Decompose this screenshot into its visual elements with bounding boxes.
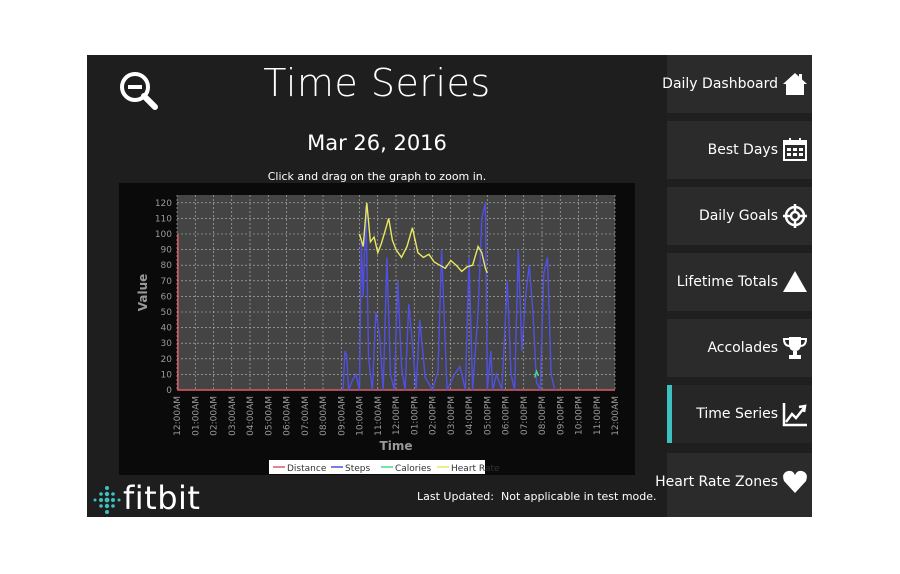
x-tick-label: 06:00PM [502, 396, 512, 435]
date-label: Mar 26, 2016 [307, 131, 447, 155]
y-tick-label: 70 [161, 277, 173, 287]
x-tick-label: 06:00AM [283, 396, 293, 436]
nav-label: Time Series [696, 406, 778, 422]
nav-heart-rate-zones[interactable]: Heart Rate Zones [655, 453, 812, 517]
x-tick-label: 12:00AM [611, 396, 621, 436]
fitbit-logo: fitbit [93, 477, 233, 517]
legend-box [269, 460, 485, 474]
y-tick-label: 50 [161, 308, 173, 318]
nav-label: Heart Rate Zones [655, 474, 778, 490]
y-tick-label: 90 [161, 246, 173, 256]
y-tick-label: 110 [155, 214, 172, 224]
x-tick-label: 10:00AM [356, 396, 366, 436]
nav-best-days[interactable]: Best Days [667, 121, 812, 179]
nav-label: Daily Dashboard [662, 76, 778, 92]
y-tick-label: 20 [161, 355, 173, 365]
x-tick-label: 09:00AM [337, 396, 347, 436]
main-panel: Time Series Mar 26, 2016 Click and drag … [87, 55, 667, 517]
fitbit-dots-icon [93, 486, 121, 514]
app-window: Time Series Mar 26, 2016 Click and drag … [87, 55, 812, 517]
page-title: Time Series [263, 61, 491, 105]
x-tick-label: 08:00PM [538, 396, 548, 435]
fitbit-logo-text: fitbit [123, 479, 201, 517]
y-tick-label: 60 [161, 292, 173, 302]
nav-daily-goals[interactable]: Daily Goals [667, 187, 812, 245]
sidebar-nav: Daily Dashboard Best Days Daily Goals Li… [655, 55, 812, 517]
nav-label: Lifetime Totals [676, 274, 778, 290]
x-tick-label: 05:00PM [483, 396, 493, 435]
x-tick-label: 05:00AM [264, 396, 274, 436]
y-tick-label: 0 [166, 386, 172, 396]
zoom-hint: Click and drag on the graph to zoom in. [267, 170, 487, 183]
last-updated-value: Not applicable in test mode. [501, 490, 657, 503]
x-tick-label: 01:00AM [191, 396, 201, 436]
trophy-icon [782, 335, 808, 361]
time-series-chart[interactable]: 0 10 20 30 40 50 60 70 80 90 100 110 120 12:00AM 01:00… [119, 183, 635, 475]
nav-time-series[interactable]: Time Series [667, 385, 812, 443]
y-tick-label: 100 [155, 230, 172, 240]
trend-chart-icon [782, 401, 808, 427]
x-tick-label: 04:00AM [246, 396, 256, 436]
legend-entry: Steps [345, 464, 370, 474]
nav-lifetime-totals[interactable]: Lifetime Totals [667, 253, 812, 311]
nav-label: Best Days [707, 142, 778, 158]
x-tick-label: 07:00PM [520, 396, 530, 435]
active-indicator [667, 385, 672, 443]
legend-entry: Distance [287, 464, 327, 474]
x-tick-label: 08:00AM [319, 396, 329, 436]
nav-accolades[interactable]: Accolades [667, 319, 812, 377]
heart-icon [782, 469, 808, 495]
x-tick-label: 07:00AM [301, 396, 311, 436]
triangle-icon [782, 269, 808, 295]
zoom-out-icon[interactable] [117, 69, 161, 113]
x-tick-label: 03:00AM [228, 396, 238, 436]
x-tick-label: 02:00AM [210, 396, 220, 436]
x-tick-label: 03:00PM [447, 396, 457, 435]
series-line-heart-rate [358, 202, 488, 274]
nav-label: Daily Goals [698, 208, 778, 224]
calendar-icon [782, 137, 808, 163]
y-tick-label: 10 [161, 370, 173, 380]
x-tick-label: 10:00PM [575, 396, 585, 435]
y-tick-label: 30 [161, 339, 173, 349]
x-tick-label: 11:00PM [593, 396, 603, 435]
x-tick-label: 12:00PM [392, 396, 402, 435]
x-axis-label: Time [380, 439, 413, 453]
x-tick-label: 11:00AM [374, 396, 384, 436]
y-tick-label: 120 [155, 199, 172, 209]
chart-svg[interactable]: 0 10 20 30 40 50 60 70 80 90 100 110 120 12:00AM 01:00… [119, 183, 635, 475]
y-tick-label: 80 [161, 261, 173, 271]
target-icon [782, 203, 808, 229]
nav-label: Accolades [707, 340, 778, 356]
series-line-calories [534, 369, 540, 378]
nav-daily-dashboard[interactable]: Daily Dashboard [662, 55, 812, 113]
legend-entry: Heart Rate [451, 464, 500, 474]
x-tick-label: 09:00PM [556, 396, 566, 435]
y-tick-label: 40 [161, 324, 173, 334]
last-updated-label: Last Updated: [417, 490, 494, 503]
x-tick-label: 01:00PM [410, 396, 420, 435]
x-tick-label: 12:00AM [173, 396, 183, 436]
x-tick-label: 02:00PM [429, 396, 439, 435]
series-line-distance [177, 234, 615, 391]
series-line-steps [342, 202, 556, 392]
home-icon [782, 71, 808, 97]
y-axis-label: Value [136, 274, 150, 312]
legend-entry: Calories [395, 464, 432, 474]
x-tick-label: 04:00PM [465, 396, 475, 435]
